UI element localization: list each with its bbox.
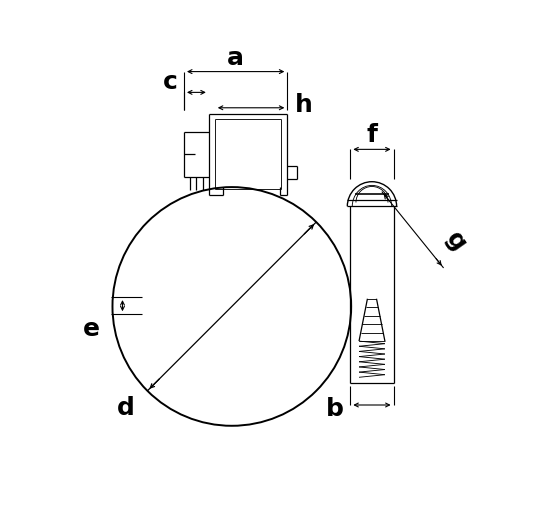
Text: c: c (163, 69, 178, 94)
Text: g: g (441, 227, 471, 255)
Text: e: e (83, 317, 100, 341)
Text: d: d (117, 396, 135, 420)
Text: f: f (366, 124, 377, 147)
Text: a: a (227, 46, 244, 70)
Text: h: h (295, 93, 313, 117)
Text: b: b (326, 397, 344, 421)
